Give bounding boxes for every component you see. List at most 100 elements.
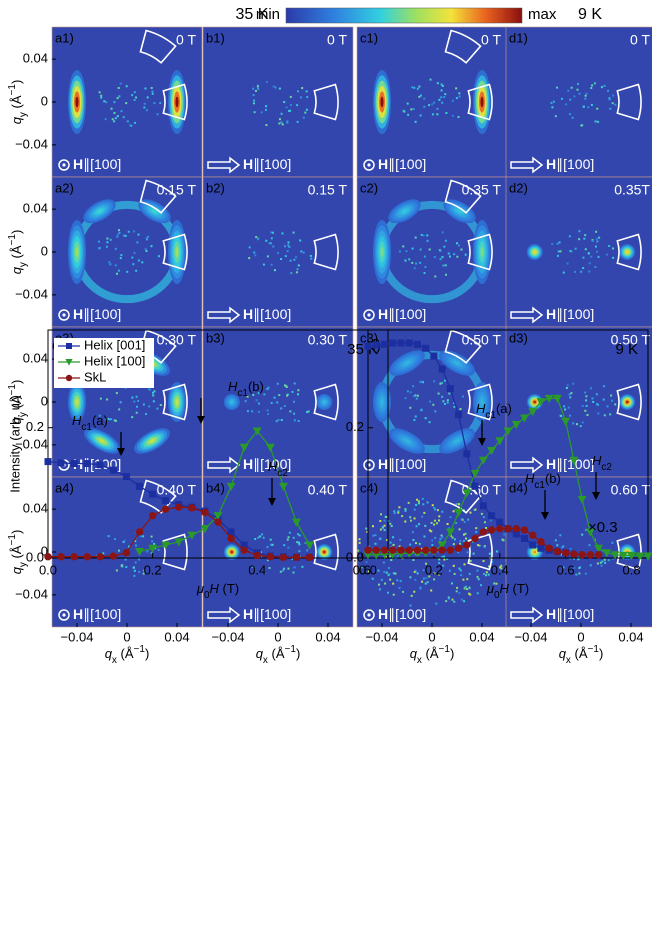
- data-point: [488, 512, 496, 520]
- data-point: [512, 524, 520, 533]
- noise-pixel: [431, 103, 434, 106]
- noise-pixel: [429, 78, 432, 81]
- noise-pixel: [289, 410, 292, 413]
- noise-pixel: [131, 94, 134, 97]
- noise-pixel: [559, 534, 562, 537]
- noise-pixel: [131, 396, 134, 399]
- noise-pixel: [557, 250, 560, 253]
- integration-sector: [467, 533, 493, 571]
- plot-frame: [367, 329, 649, 559]
- noise-pixel: [153, 390, 156, 393]
- noise-pixel: [447, 252, 450, 255]
- noise-pixel: [280, 112, 283, 115]
- noise-pixel: [384, 556, 387, 559]
- noise-pixel: [578, 238, 581, 241]
- label-part: H: [546, 306, 556, 322]
- noise-pixel: [487, 573, 490, 576]
- label-part: y: [18, 562, 29, 567]
- noise-pixel: [578, 230, 581, 233]
- noise-pixel: [451, 114, 454, 117]
- intensity-spot: [322, 400, 326, 404]
- noise-pixel: [378, 583, 381, 586]
- noise-pixel: [459, 408, 462, 411]
- label-part: q: [105, 646, 113, 661]
- noise-pixel: [435, 522, 438, 525]
- noise-pixel: [296, 268, 299, 271]
- label-part: H: [525, 471, 535, 486]
- noise-pixel: [255, 399, 258, 402]
- noise-pixel: [270, 543, 273, 546]
- noise-pixel: [411, 247, 414, 250]
- noise-pixel: [260, 556, 263, 559]
- data-point: [437, 541, 447, 550]
- field-note: H∥[100]: [73, 156, 121, 172]
- noise-pixel: [371, 525, 374, 528]
- field-label: 0 T: [327, 32, 347, 48]
- data-point: [504, 524, 512, 533]
- noise-pixel: [98, 240, 101, 243]
- noise-pixel: [437, 519, 440, 522]
- x-tick-label: 0.04: [164, 629, 189, 644]
- noise-pixel: [122, 116, 125, 119]
- panel-label: c1): [360, 30, 378, 45]
- noise-pixel: [566, 262, 569, 265]
- noise-pixel: [410, 594, 413, 597]
- data-point: [174, 538, 184, 547]
- intensity-spot: [401, 209, 408, 214]
- x-tick-label: −0.04: [61, 629, 94, 644]
- noise-pixel: [578, 572, 581, 575]
- intensity-spot: [151, 209, 158, 214]
- data-point: [389, 546, 397, 554]
- noise-pixel: [611, 557, 614, 560]
- noise-pixel: [402, 590, 405, 593]
- x-tick-label: 0.04: [618, 629, 643, 644]
- noise-pixel: [453, 538, 456, 541]
- noise-pixel: [451, 99, 454, 102]
- sans-panel: [506, 27, 652, 177]
- noise-pixel: [590, 255, 593, 258]
- panel-label: d3): [509, 330, 528, 345]
- noise-pixel: [298, 543, 301, 546]
- label-part: q: [9, 566, 24, 574]
- noise-pixel: [476, 569, 479, 572]
- label-part: H: [210, 581, 220, 596]
- noise-pixel: [106, 237, 109, 240]
- label-part: H: [243, 306, 253, 322]
- noise-pixel: [413, 517, 416, 520]
- field-note: H∥[100]: [378, 606, 426, 622]
- noise-pixel: [610, 394, 613, 397]
- noise-pixel: [283, 544, 286, 547]
- noise-pixel: [493, 582, 496, 585]
- data-point: [148, 544, 158, 553]
- integration-sector: [616, 383, 642, 421]
- noise-pixel: [560, 553, 563, 556]
- noise-pixel: [257, 410, 260, 413]
- noise-pixel: [293, 400, 296, 403]
- out-of-plane-symbol: [58, 159, 70, 171]
- noise-pixel: [573, 95, 576, 98]
- arrow-head: [197, 416, 205, 424]
- noise-pixel: [304, 111, 307, 114]
- series: [44, 503, 314, 562]
- noise-pixel: [286, 538, 289, 541]
- noise-pixel: [589, 564, 592, 567]
- noise-pixel: [292, 571, 295, 574]
- y-tick-label: 0: [41, 243, 48, 258]
- noise-pixel: [135, 269, 138, 272]
- noise-pixel: [442, 400, 445, 403]
- noise-pixel: [404, 520, 407, 523]
- noise-pixel: [156, 113, 159, 116]
- noise-pixel: [266, 559, 269, 562]
- noise-pixel: [611, 247, 614, 250]
- data-point: [161, 505, 170, 513]
- noise-pixel: [433, 506, 436, 509]
- noise-pixel: [554, 115, 557, 118]
- data-point: [570, 550, 578, 558]
- noise-pixel: [569, 547, 572, 550]
- noise-pixel: [244, 400, 247, 403]
- noise-pixel: [466, 578, 469, 581]
- noise-pixel: [383, 570, 386, 573]
- noise-pixel: [461, 395, 464, 398]
- noise-pixel: [274, 86, 277, 89]
- noise-pixel: [444, 264, 447, 267]
